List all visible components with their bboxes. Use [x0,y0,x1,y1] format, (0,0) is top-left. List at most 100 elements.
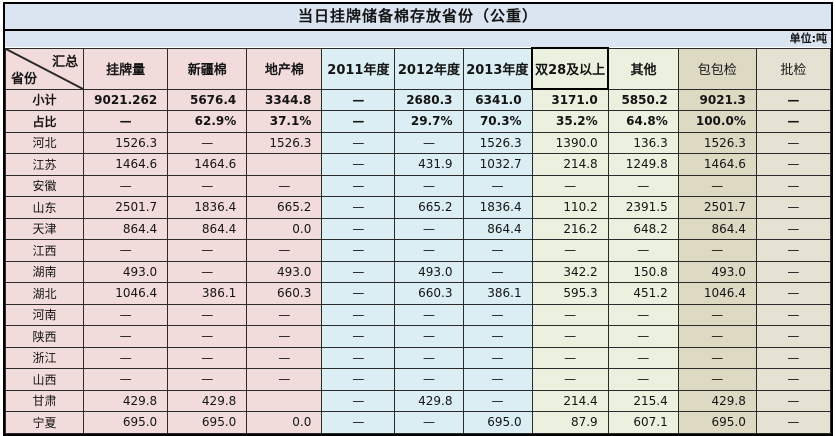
table-cell[interactable]: 429.8 [394,389,464,412]
table-cell[interactable]: — [167,174,248,197]
table-cell[interactable]: 1836.4 [462,196,533,219]
table-cell[interactable]: — [83,368,169,391]
row-label[interactable]: 湖北 [4,282,85,305]
table-cell[interactable]: — [321,303,396,326]
column-header[interactable]: 其他 [607,47,679,90]
table-cell[interactable]: 29.7% [394,110,464,133]
table-cell[interactable]: — [677,346,757,369]
table-cell[interactable]: 3344.8 [246,88,323,111]
table-cell[interactable]: 1390.0 [531,131,609,154]
table-cell[interactable]: — [462,174,533,197]
table-cell[interactable]: — [531,174,609,197]
table-cell[interactable]: 1046.4 [677,282,757,305]
table-cell[interactable]: — [167,368,248,391]
table-cell[interactable]: — [167,239,248,262]
table-cell[interactable]: 216.2 [531,217,609,240]
table-cell[interactable]: — [321,260,396,283]
table-cell[interactable]: — [394,174,464,197]
table-cell[interactable]: — [167,303,248,326]
table-cell[interactable]: — [321,110,396,133]
table-cell[interactable]: 9021.3 [677,88,757,111]
table-cell[interactable]: — [531,368,609,391]
table-cell[interactable]: — [246,368,323,391]
table-cell[interactable]: — [83,174,169,197]
table-cell[interactable]: 1032.7 [462,153,533,176]
table-cell[interactable]: 665.2 [246,196,323,219]
table-cell[interactable]: — [755,174,832,197]
row-label[interactable]: 天津 [4,217,85,240]
table-cell[interactable]: — [677,325,757,348]
table-cell[interactable]: — [755,282,832,305]
table-cell[interactable]: — [246,346,323,369]
table-cell[interactable]: — [755,110,832,133]
table-cell[interactable]: 150.8 [607,260,679,283]
table-cell[interactable]: — [755,196,832,219]
table-cell[interactable]: — [755,303,832,326]
column-header[interactable]: 2011年度 [321,47,396,90]
table-cell[interactable]: — [394,217,464,240]
table-cell[interactable]: 595.3 [531,282,609,305]
table-cell[interactable]: 429.8 [167,389,248,412]
table-cell[interactable]: 695.0 [462,411,533,434]
column-header[interactable]: 地产棉 [246,47,323,90]
table-cell[interactable]: — [755,346,832,369]
row-label[interactable]: 小计 [4,88,85,111]
table-cell[interactable]: 493.0 [83,260,169,283]
table-cell[interactable]: 864.4 [677,217,757,240]
table-cell[interactable]: 864.4 [167,217,248,240]
table-cell[interactable]: 5850.2 [607,88,679,111]
table-cell[interactable]: — [755,368,832,391]
table-cell[interactable]: — [246,174,323,197]
table-cell[interactable]: 1046.4 [83,282,169,305]
table-cell[interactable]: 1526.3 [246,131,323,154]
table-cell[interactable]: 35.2% [531,110,609,133]
table-cell[interactable]: 70.3% [462,110,533,133]
table-cell[interactable]: — [531,303,609,326]
row-label[interactable]: 河南 [4,303,85,326]
table-cell[interactable]: 3171.0 [531,88,609,111]
table-cell[interactable]: — [462,239,533,262]
column-header[interactable]: 新疆棉 [167,47,248,90]
table-cell[interactable]: — [394,368,464,391]
table-cell[interactable]: — [167,346,248,369]
row-label[interactable]: 河北 [4,131,85,154]
table-cell[interactable]: — [394,346,464,369]
table-cell[interactable]: — [394,239,464,262]
table-cell[interactable]: — [321,389,396,412]
table-cell[interactable]: — [321,325,396,348]
row-label[interactable]: 江苏 [4,153,85,176]
table-cell[interactable]: — [321,131,396,154]
column-header[interactable]: 批检 [755,47,832,90]
table-cell[interactable]: — [394,325,464,348]
table-cell[interactable]: 214.4 [531,389,609,412]
row-label[interactable]: 山西 [4,368,85,391]
table-cell[interactable]: 2501.7 [677,196,757,219]
table-cell[interactable]: — [167,325,248,348]
table-cell[interactable]: 2680.3 [394,88,464,111]
table-cell[interactable]: 607.1 [607,411,679,434]
table-cell[interactable]: 110.2 [531,196,609,219]
table-cell[interactable]: — [755,260,832,283]
table-cell[interactable]: — [167,260,248,283]
column-header[interactable]: 双28及以上 [531,47,610,90]
table-cell[interactable]: 100.0% [677,110,757,133]
table-cell[interactable]: — [321,217,396,240]
table-cell[interactable]: 660.3 [394,282,464,305]
table-cell[interactable]: 1249.8 [607,153,679,176]
corner-header-cell[interactable]: 汇总 省份 [4,47,85,90]
table-cell[interactable]: 864.4 [462,217,533,240]
table-cell[interactable]: 64.8% [607,110,679,133]
table-cell[interactable]: — [462,346,533,369]
table-cell[interactable]: — [607,346,679,369]
table-cell[interactable]: — [677,239,757,262]
table-cell[interactable]: — [83,346,169,369]
table-cell[interactable]: — [394,131,464,154]
table-cell[interactable]: — [531,239,609,262]
table-cell[interactable]: 431.9 [394,153,464,176]
row-label[interactable]: 江西 [4,239,85,262]
table-cell[interactable]: — [321,153,396,176]
table-cell[interactable]: — [607,325,679,348]
table-cell[interactable]: — [321,368,396,391]
table-cell[interactable]: 1464.6 [83,153,169,176]
table-cell[interactable]: — [83,303,169,326]
